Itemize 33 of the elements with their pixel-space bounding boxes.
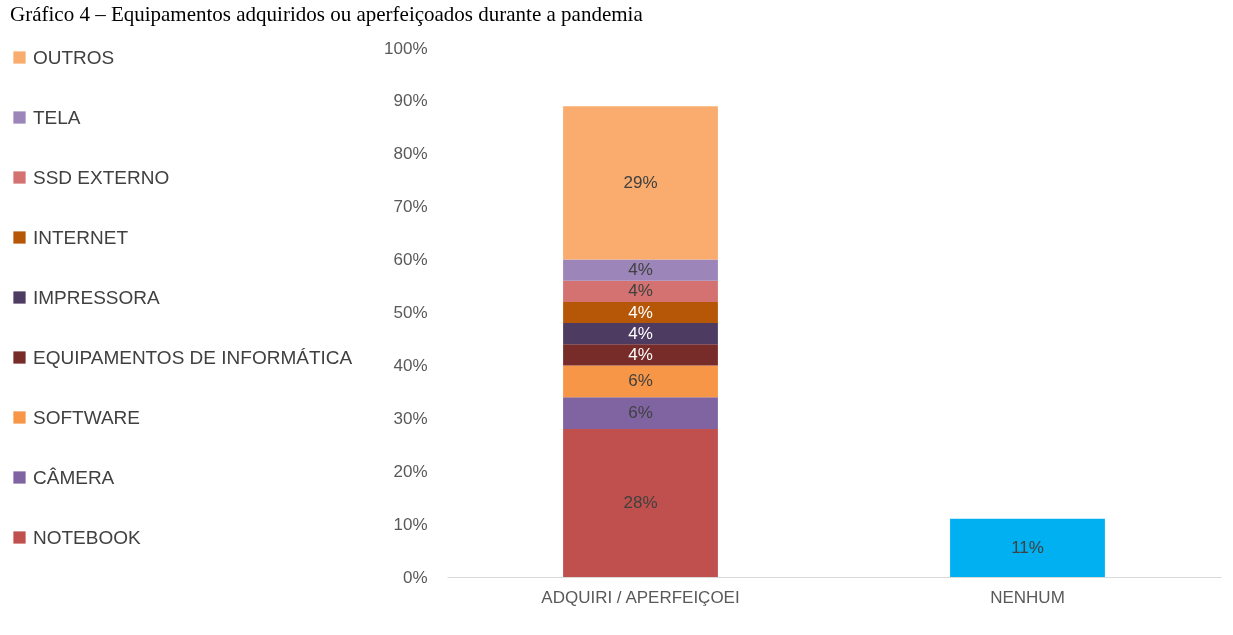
y-tick-label: 70% [393, 197, 428, 217]
legend-label: TELA [33, 106, 81, 128]
y-tick-label: 0% [402, 567, 428, 587]
x-tick-label: ADQUIRI / APERFEIÇOEI [541, 587, 740, 607]
data-label: 4% [628, 281, 653, 301]
data-label: 4% [628, 323, 653, 343]
data-label: 4% [628, 302, 653, 322]
y-tick-label: 20% [393, 461, 428, 481]
y-tick-label: 60% [393, 250, 428, 270]
legend-label: INTERNET [33, 226, 129, 248]
legend-label: SSD EXTERNO [33, 166, 170, 188]
data-label: 6% [628, 403, 653, 423]
data-label: 28% [623, 492, 658, 512]
legend-label: CÂMERA [33, 466, 115, 488]
y-tick-label: 90% [393, 91, 428, 111]
y-tick-label: 80% [393, 144, 428, 164]
y-tick-label: 10% [393, 514, 428, 534]
y-tick-label: 100% [384, 38, 428, 58]
data-label: 11% [1011, 537, 1044, 557]
legend-label: NOTEBOOK [33, 526, 142, 548]
y-tick-label: 40% [393, 355, 428, 375]
data-label: 4% [628, 260, 653, 280]
data-label: 6% [628, 371, 653, 391]
legend-label: OUTROS [33, 46, 115, 68]
legend-label: SOFTWARE [33, 406, 140, 428]
y-tick-label: 50% [393, 303, 428, 322]
data-label: 29% [623, 172, 658, 192]
legend-label: IMPRESSORA [33, 286, 161, 308]
y-tick-label: 30% [393, 408, 428, 428]
legend-label: EQUIPAMENTOS DE INFORMÁTICA [33, 346, 353, 368]
chart-title: Gráfico 4 – Equipamentos adquiridos ou aperfeiçoados durante a pandemia [10, 2, 644, 26]
x-tick-label: NENHUM [990, 587, 1065, 607]
data-label: 4% [628, 344, 653, 364]
